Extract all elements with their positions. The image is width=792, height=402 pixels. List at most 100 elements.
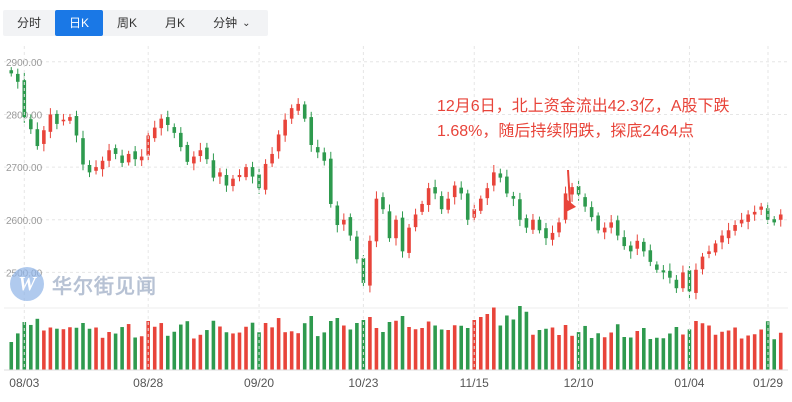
annotation-line-1: 12月6日，北上资金流出42.3亿，A股下跌 xyxy=(437,98,730,115)
candle-body xyxy=(133,151,137,160)
volume-bar xyxy=(739,338,744,370)
tab-3[interactable]: 月K xyxy=(151,10,199,36)
candle-body xyxy=(720,235,724,243)
candle-body xyxy=(270,153,274,164)
candle-body xyxy=(531,219,535,230)
candle-body xyxy=(707,251,711,254)
volume-bar xyxy=(74,327,79,370)
volume-bar xyxy=(452,325,457,370)
candle-body xyxy=(452,185,457,198)
candle-body xyxy=(739,219,744,224)
candle-body xyxy=(237,175,242,178)
volume-bar xyxy=(152,326,157,370)
volume-bar xyxy=(126,324,131,370)
volume-bar xyxy=(674,327,679,370)
candle-body xyxy=(244,167,248,178)
volume-bar xyxy=(198,334,203,370)
volume-bar xyxy=(492,307,496,370)
candle-body xyxy=(478,198,483,211)
volume-bar xyxy=(322,332,327,370)
volume-bar xyxy=(537,330,542,370)
candle-body xyxy=(113,148,118,154)
candle-body xyxy=(263,163,268,190)
candle-body xyxy=(570,187,574,195)
tab-0[interactable]: 分时 xyxy=(3,10,55,36)
volume-bar xyxy=(759,329,763,370)
volume-bar xyxy=(42,330,46,370)
candle-body xyxy=(537,219,542,231)
candle-body xyxy=(498,173,503,178)
tab-2[interactable]: 周K xyxy=(103,10,151,36)
volume-bar xyxy=(707,325,711,370)
volume-bar xyxy=(276,318,281,370)
volume-bar xyxy=(355,323,359,370)
chevron-down-icon: ⌄ xyxy=(242,18,251,29)
volume-bar xyxy=(778,332,783,370)
volume-bar xyxy=(55,328,59,370)
candle-body xyxy=(355,236,359,260)
candle-body xyxy=(35,129,40,147)
candle-body xyxy=(511,196,516,199)
candle-body xyxy=(322,152,327,161)
candle-body xyxy=(485,188,490,199)
volume-bar xyxy=(550,327,555,370)
volume-bar xyxy=(733,327,737,370)
candle-body xyxy=(583,197,587,207)
volume-bar xyxy=(394,320,398,370)
candle-body xyxy=(394,219,398,239)
candle-body xyxy=(250,167,255,177)
volume-bar xyxy=(185,321,190,370)
volume-bar xyxy=(642,328,646,370)
tab-4[interactable]: 分钟 ⌄ xyxy=(199,10,264,36)
candle-body xyxy=(61,119,66,122)
candle-body xyxy=(315,147,320,153)
volume-bar xyxy=(107,332,111,370)
volume-bar xyxy=(15,333,20,370)
candle-body xyxy=(55,113,59,124)
volume-bar xyxy=(335,318,340,370)
x-tick-label: 12/10 xyxy=(564,376,594,390)
volume-bar xyxy=(94,327,98,370)
volume-bar xyxy=(602,337,607,370)
volume-bar xyxy=(120,327,124,370)
x-tick-label: 08/03 xyxy=(9,376,39,390)
volume-bar xyxy=(192,338,196,370)
volume-bar xyxy=(368,317,372,370)
volume-bar xyxy=(237,332,242,370)
volume-bar xyxy=(648,339,653,370)
volume-bar xyxy=(726,330,731,370)
volume-bar xyxy=(465,328,470,370)
candle-body xyxy=(198,150,203,157)
volume-bar xyxy=(381,332,385,370)
candle-body xyxy=(22,80,27,118)
candle-body xyxy=(518,199,522,220)
candle-body xyxy=(387,211,392,239)
candle-body xyxy=(694,269,698,293)
volume-bar xyxy=(498,325,503,370)
candle-body xyxy=(426,188,431,206)
x-tick-label: 08/28 xyxy=(133,376,163,390)
candle-body xyxy=(165,117,170,125)
candle-body xyxy=(152,127,157,139)
volume-bar xyxy=(172,331,177,370)
volume-bar xyxy=(505,315,509,370)
x-tick-label: 01/04 xyxy=(674,376,704,390)
candle-body xyxy=(100,160,105,170)
candle-body xyxy=(726,230,731,239)
candle-body xyxy=(524,218,529,228)
volume-bar xyxy=(139,336,144,370)
candle-body xyxy=(139,156,144,161)
volume-bar xyxy=(29,324,33,370)
candle-body xyxy=(465,193,470,220)
x-tick-label: 11/15 xyxy=(460,376,489,390)
volume-bar xyxy=(407,327,411,370)
candle-body xyxy=(374,198,379,242)
tab-1[interactable]: 日K xyxy=(55,10,104,36)
candle-body xyxy=(472,209,477,218)
wallstreetcn-logo-icon: W xyxy=(10,267,44,301)
candle-body xyxy=(635,240,640,249)
candle-body xyxy=(257,174,261,189)
volume-bar xyxy=(309,316,314,370)
candle-body xyxy=(328,158,333,204)
candle-body xyxy=(381,197,385,210)
